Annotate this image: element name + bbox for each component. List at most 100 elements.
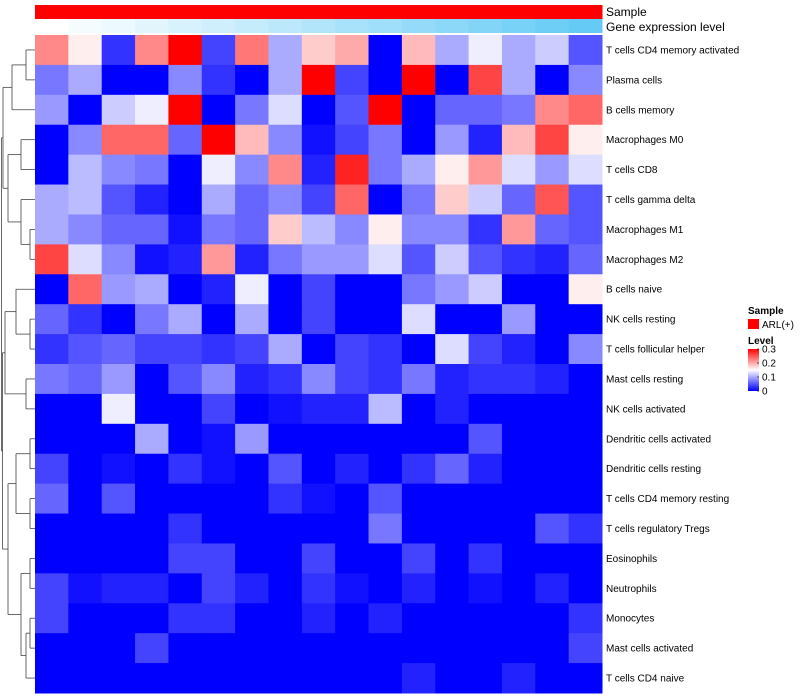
heatmap-cell xyxy=(235,214,269,245)
heatmap-cell xyxy=(235,64,269,96)
legend: Sample ARL(+) Level 0.3 0.2 0.1 0 xyxy=(748,306,794,398)
heatmap-cell xyxy=(568,483,603,515)
heatmap-cell xyxy=(135,364,169,395)
heatmap-cell xyxy=(401,663,436,694)
heatmap-cell xyxy=(35,663,69,694)
heatmap-cell xyxy=(168,124,203,156)
heatmap-cell xyxy=(535,94,570,126)
heatmap-cell xyxy=(568,603,603,634)
heatmap-cell xyxy=(235,453,269,485)
heatmap-cell xyxy=(68,663,103,694)
heatmap-cell xyxy=(135,124,169,156)
heatmap-cell xyxy=(368,603,403,634)
heatmap-cell xyxy=(35,154,69,186)
heatmap-cell xyxy=(68,64,103,96)
heatmap-cell xyxy=(168,364,203,395)
heatmap-cell xyxy=(535,64,570,96)
heatmap-cell xyxy=(301,393,336,425)
heatmap-cell xyxy=(201,543,236,574)
heatmap-cell xyxy=(201,244,236,275)
heatmap-cell xyxy=(101,453,136,485)
heatmap-cell xyxy=(268,304,303,335)
heatmap-cell xyxy=(568,94,603,126)
heatmap-cell xyxy=(135,573,169,604)
row-label: Macrophages M2 xyxy=(606,255,684,266)
heatmap-cell xyxy=(401,184,436,215)
row-label: NK cells resting xyxy=(606,315,675,326)
heatmap-cell xyxy=(401,513,436,544)
heatmap-cell xyxy=(568,543,603,574)
heatmap-cell xyxy=(201,573,236,604)
heatmap-cell xyxy=(468,304,503,335)
gene-expression-annotation-cell xyxy=(301,19,336,33)
heatmap-cell xyxy=(235,184,269,215)
legend-tick-label: 0.2 xyxy=(762,359,776,370)
heatmap-cell xyxy=(35,124,69,156)
heatmap-cell xyxy=(568,35,603,66)
heatmap-cell xyxy=(235,483,269,515)
sample-annotation-cell xyxy=(435,5,470,19)
gene-expression-annotation-cell xyxy=(168,19,203,33)
heatmap-cell xyxy=(201,214,236,245)
sample-annotation-cell xyxy=(468,5,503,19)
heatmap-cell xyxy=(101,214,136,245)
heatmap-cell xyxy=(401,274,436,305)
gene-expression-annotation-cell xyxy=(368,19,403,33)
heatmap-cell xyxy=(401,364,436,395)
heatmap-cell xyxy=(435,573,470,604)
heatmap-cell xyxy=(35,633,69,664)
heatmap-cell xyxy=(468,573,503,604)
heatmap-cell xyxy=(235,423,269,455)
heatmap-cell xyxy=(201,663,236,694)
heatmap-cell xyxy=(301,633,336,664)
heatmap-cell xyxy=(68,543,103,574)
heatmap-cell xyxy=(201,423,236,455)
heatmap-cell xyxy=(101,35,136,66)
heatmap-cell xyxy=(68,35,103,66)
heatmap-cell xyxy=(368,483,403,515)
heatmap-cell xyxy=(268,124,303,156)
heatmap-cell xyxy=(101,244,136,275)
heatmap-cell xyxy=(435,603,470,634)
row-label: Dendritic cells resting xyxy=(606,464,701,475)
heatmap-cell xyxy=(235,513,269,544)
heatmap-cell xyxy=(535,124,570,156)
heatmap-cell xyxy=(101,184,136,215)
heatmap-cell xyxy=(168,334,203,365)
heatmap-cell xyxy=(401,64,436,96)
heatmap-cell xyxy=(401,214,436,245)
gene-expression-annotation-cell xyxy=(135,19,169,33)
gene-expression-annotation-cell xyxy=(501,19,536,33)
heatmap-cell xyxy=(568,244,603,275)
heatmap-cell xyxy=(468,393,503,425)
sample-annotation-label: Sample xyxy=(606,5,647,19)
heatmap-cell xyxy=(68,483,103,515)
heatmap-cell xyxy=(168,603,203,634)
heatmap-cell xyxy=(235,94,269,126)
heatmap-cell xyxy=(501,513,536,544)
heatmap-cell xyxy=(468,603,503,634)
legend-level-ticks: 0.3 0.2 0.1 0 xyxy=(757,345,776,398)
heatmap-cell xyxy=(168,483,203,515)
heatmap-cell xyxy=(368,633,403,664)
heatmap-cell xyxy=(468,124,503,156)
heatmap-cell xyxy=(468,633,503,664)
heatmap-cell xyxy=(135,64,169,96)
heatmap-cell xyxy=(501,543,536,574)
heatmap-cell xyxy=(401,124,436,156)
heatmap-cell xyxy=(301,543,336,574)
heatmap-cell xyxy=(135,663,169,694)
gene-expression-annotation-cell xyxy=(468,19,503,33)
heatmap-cell xyxy=(301,483,336,515)
heatmap-cell xyxy=(168,453,203,485)
heatmap-cell xyxy=(68,573,103,604)
heatmap-cell xyxy=(535,184,570,215)
legend-level-colorbar xyxy=(748,349,759,391)
heatmap-cell xyxy=(535,423,570,455)
heatmap-cell xyxy=(535,483,570,515)
heatmap-cell xyxy=(501,64,536,96)
heatmap-cell xyxy=(268,573,303,604)
heatmap-cell xyxy=(35,64,69,96)
heatmap-cell xyxy=(501,94,536,126)
heatmap-cell xyxy=(435,633,470,664)
